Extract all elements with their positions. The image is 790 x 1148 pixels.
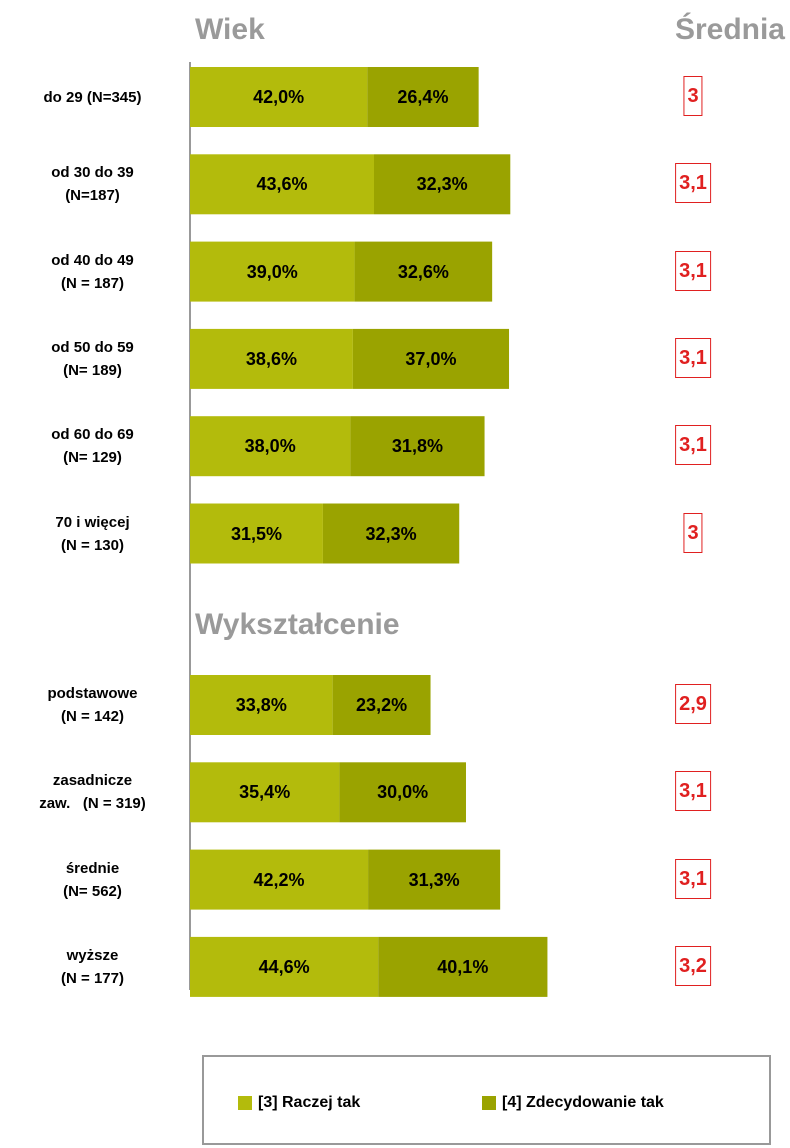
value-label: 35,4%: [239, 782, 291, 803]
value-label: 31,8%: [391, 436, 443, 457]
average-box: 3,2: [675, 945, 711, 986]
bar-segment: [367, 67, 479, 127]
bar-segment: [190, 328, 353, 389]
bar-segment: [332, 675, 431, 735]
bar-segment: [354, 241, 493, 302]
value-label: 39,0%: [246, 261, 298, 282]
value-label: 32,3%: [365, 523, 417, 544]
average-box: 3,1: [675, 337, 711, 378]
value-label: 42,0%: [253, 87, 305, 107]
value-label: 38,0%: [244, 436, 296, 457]
average-box: 2,9: [675, 684, 711, 724]
average-box: 3,1: [675, 425, 711, 466]
bar-segment: [190, 936, 379, 997]
value-label: 38,6%: [245, 348, 297, 369]
group-title: Wiek: [195, 13, 265, 46]
average-box: 3: [683, 512, 703, 553]
category-label: od 30 do 39 (N=187): [51, 164, 134, 205]
value-label: 43,6%: [256, 174, 308, 195]
value-label: 42,2%: [253, 869, 305, 890]
bar-segment: [352, 328, 510, 389]
category-label: wyższe (N = 177): [61, 946, 124, 987]
average-box: 3,1: [675, 163, 711, 204]
bar-segment: [190, 67, 368, 127]
bar-segment: [190, 241, 355, 302]
legend-box: [202, 1055, 771, 1145]
bar-segment: [190, 416, 351, 477]
value-label: 26,4%: [397, 87, 449, 107]
bar-segment: [190, 762, 340, 823]
value-label: 37,0%: [405, 348, 457, 369]
value-label: 32,3%: [416, 174, 468, 195]
bar-segment: [190, 503, 323, 564]
bar-segment: [368, 849, 501, 910]
average-box: 3,1: [675, 771, 711, 812]
category-label: od 50 do 59 (N= 189): [51, 338, 134, 379]
average-box: 3: [683, 76, 703, 116]
bar-segment: [190, 675, 333, 735]
value-label: 44,6%: [258, 956, 310, 977]
group-title: Wykształcenie: [195, 608, 400, 641]
bar-segment: [339, 762, 466, 823]
value-label: 32,6%: [397, 261, 449, 282]
bar-segment: [190, 849, 369, 910]
bar-segment: [373, 154, 511, 215]
category-label: podstawowe (N = 142): [47, 685, 138, 725]
value-label: 30,0%: [377, 782, 429, 803]
legend-label: [4] Zdecydowanie tak: [502, 1094, 664, 1111]
value-label: 40,1%: [437, 956, 489, 977]
bar-segment: [322, 503, 460, 564]
average-title: Średnia: [674, 13, 785, 46]
average-box: 3,1: [675, 250, 711, 291]
category-label: 70 i więcej (N = 130): [55, 513, 130, 554]
value-label: 31,5%: [230, 523, 282, 544]
legend-swatch: [238, 1096, 252, 1110]
legend-swatch: [482, 1096, 496, 1110]
category-label: od 60 do 69 (N= 129): [51, 426, 134, 467]
value-label: 31,3%: [408, 869, 460, 890]
bar-segment: [350, 416, 485, 477]
category-label: zasadnicze zaw. (N = 319): [39, 772, 146, 813]
category-label: od 40 do 49 (N = 187): [51, 251, 134, 292]
value-label: 33,8%: [235, 695, 287, 715]
average-box: 3,1: [675, 858, 711, 899]
bar-segment: [190, 154, 374, 215]
category-label: do 29 (N=345): [43, 88, 142, 106]
value-label: 23,2%: [356, 695, 408, 715]
bar-segment: [378, 936, 548, 997]
legend-label: [3] Raczej tak: [258, 1094, 361, 1111]
category-label: średnie (N= 562): [63, 859, 122, 900]
